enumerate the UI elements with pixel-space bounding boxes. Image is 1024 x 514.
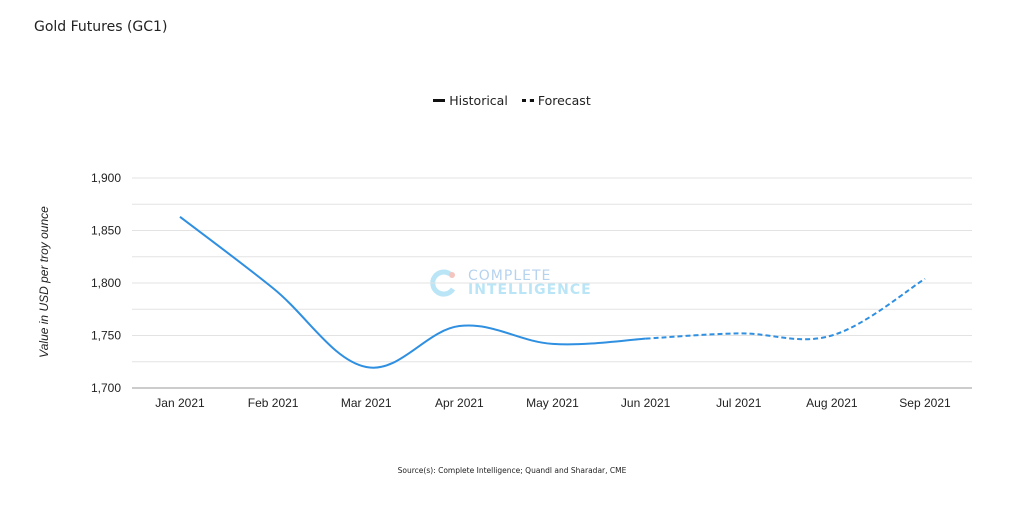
series-line-historical [179,216,646,369]
x-tick-label: Feb 2021 [248,396,299,410]
y-tick-label: 1,800 [91,276,121,290]
legend-item-forecast[interactable]: Forecast [521,93,591,108]
legend-item-historical[interactable]: Historical [433,93,508,108]
watermark-logo: COMPLETE INTELLIGENCE [428,268,592,298]
series-line-forecast [645,277,926,341]
x-tick-label: Aug 2021 [806,396,858,410]
solid-line-icon [433,99,446,102]
y-tick-label: 1,700 [91,381,121,395]
y-axis-label: Value in USD per troy ounce [37,206,51,358]
x-tick-label: Jul 2021 [716,396,762,410]
x-tick-label: May 2021 [526,396,579,410]
grid-lines [132,177,972,389]
x-tick-label: Sep 2021 [899,396,951,410]
y-tick-label: 1,850 [91,224,121,238]
watermark-logo-icon [430,269,456,297]
source-note: Source(s): Complete Intelligence; Quandl… [397,466,627,475]
x-tick-label: Jan 2021 [155,396,205,410]
legend-label-historical: Historical [449,93,508,108]
watermark-line2: INTELLIGENCE [468,282,592,298]
x-tick-labels: Jan 2021 Feb 2021 Mar 2021 Apr 2021 May 2021… [155,396,951,410]
y-tick-label: 1,750 [91,329,121,343]
watermark-line1: COMPLETE [468,268,552,284]
x-tick-label: Mar 2021 [341,396,392,410]
series-lines [179,216,926,369]
x-tick-label: Jun 2021 [621,396,671,410]
legend-label-forecast: Forecast [537,93,591,108]
x-tick-label: Apr 2021 [435,396,484,410]
legend: Historical Forecast [0,93,1024,108]
chart-title: Gold Futures (GC1) [34,19,168,35]
dotted-line-icon [521,99,534,102]
y-tick-labels: 1,700 1,750 1,800 1,850 1,900 [91,171,121,395]
y-tick-label: 1,900 [91,171,121,185]
